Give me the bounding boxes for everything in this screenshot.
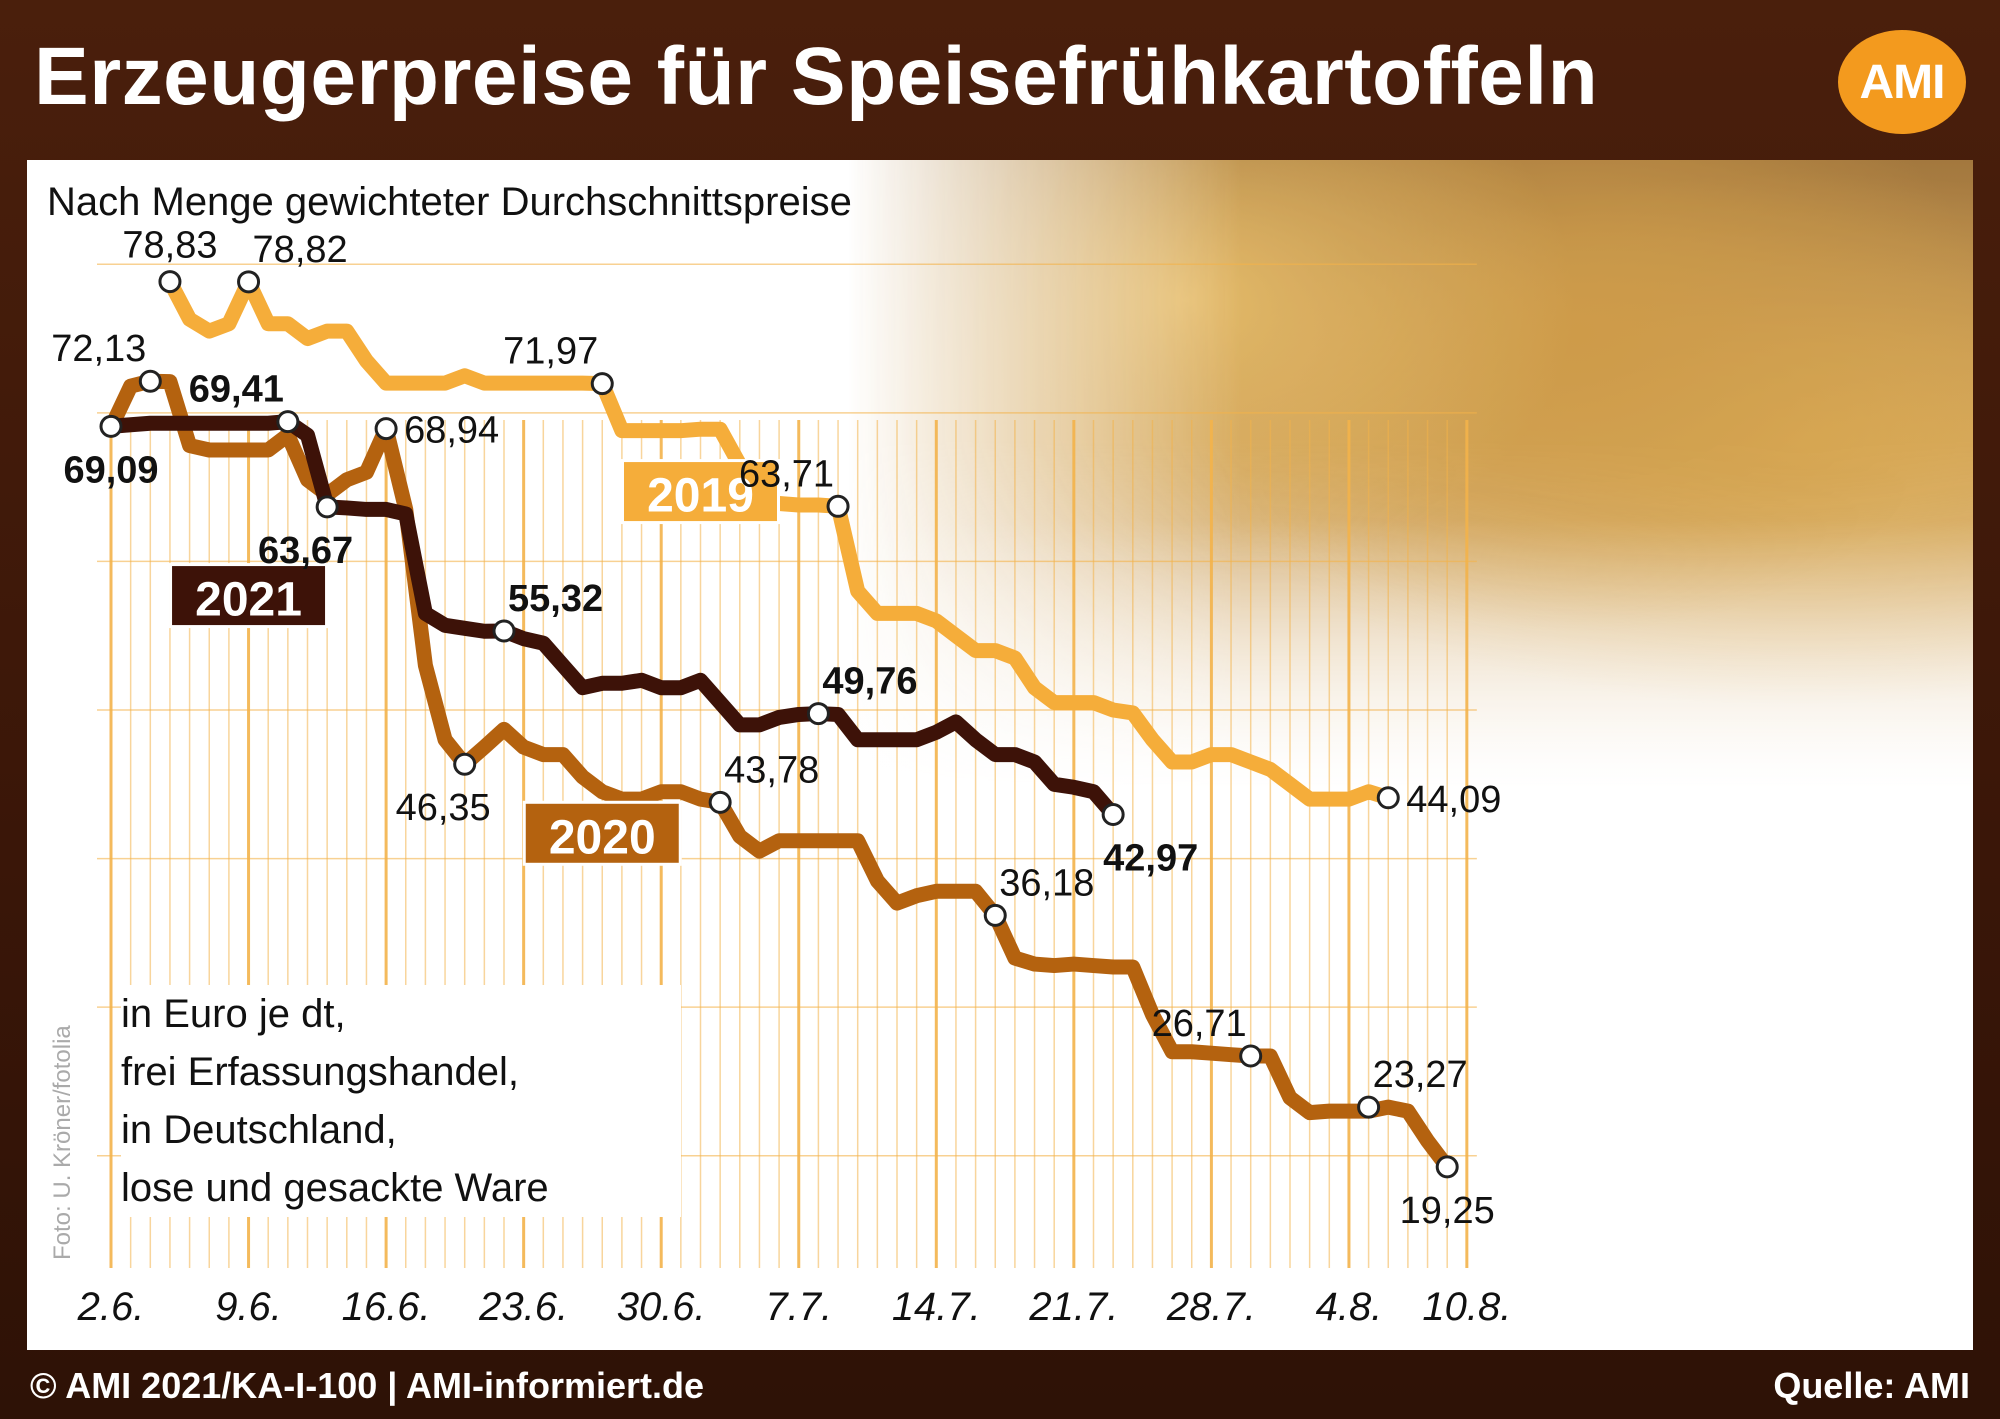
data-point-marker — [374, 417, 398, 441]
x-tick-label: 21.7. — [1028, 1285, 1118, 1329]
unit-note-line: lose und gesackte Ware — [121, 1166, 549, 1210]
series-year-box — [621, 459, 780, 525]
data-point-marker — [983, 903, 1007, 927]
footer-copyright: © AMI 2021/KA-I-100 | AMI-informiert.de — [30, 1365, 705, 1406]
data-point-marker — [276, 410, 300, 434]
x-axis-ticks: 2.6. 9.6. 16.6. 23.6. 30.6. 7.7. 14.7. 21.7. 28.… — [77, 1285, 1512, 1329]
x-tick-label: 2.6. — [77, 1285, 145, 1329]
data-value-label: 43,78 — [724, 749, 819, 791]
data-point-marker — [1435, 1155, 1459, 1179]
data-point-marker — [590, 372, 614, 396]
x-tick-label: 16.6. — [342, 1285, 431, 1329]
data-point-marker — [237, 270, 261, 294]
data-value-label: 36,18 — [999, 862, 1094, 904]
data-point-marker — [315, 495, 339, 519]
footer-source: Quelle: AMI — [1773, 1365, 1970, 1406]
data-value-label: 72,13 — [51, 328, 146, 370]
unit-note-line: frei Erfassungshandel, — [121, 1050, 520, 1094]
series-year-label: 2020 — [549, 811, 656, 864]
data-point-marker — [708, 790, 732, 814]
data-value-label: 26,71 — [1152, 1003, 1247, 1045]
data-value-label: 68,94 — [404, 410, 499, 452]
x-tick-label: 30.6. — [617, 1285, 706, 1329]
data-point-marker — [1239, 1044, 1263, 1068]
data-value-label: 46,35 — [396, 787, 491, 829]
data-value-label: 71,97 — [503, 331, 598, 373]
data-value-label: 78,82 — [253, 229, 348, 271]
x-tick-label: 4.8. — [1316, 1285, 1383, 1329]
x-tick-label: 9.6. — [215, 1285, 282, 1329]
unit-note-line: in Euro je dt, — [121, 992, 346, 1036]
data-value-label: 63,67 — [258, 530, 353, 572]
data-point-marker — [826, 494, 850, 518]
data-value-label: 69,41 — [189, 369, 284, 411]
data-value-label: 78,83 — [122, 225, 217, 267]
data-point-marker — [138, 369, 162, 393]
x-tick-label: 14.7. — [892, 1285, 981, 1329]
series-year-box — [522, 800, 682, 866]
data-value-label: 69,09 — [63, 449, 158, 491]
series-2019: 2019 78,83 78,82 71,97 63,71 44,09 — [122, 225, 1501, 821]
x-tick-label: 28.7. — [1166, 1285, 1256, 1329]
x-tick-label: 23.6. — [478, 1285, 568, 1329]
series-2020: 2020 72,13 68,94 46,35 43,78 36,18 26,71 23,27 1… — [51, 328, 1495, 1232]
data-value-label: 23,27 — [1373, 1054, 1468, 1096]
x-tick-label: 7.7. — [765, 1285, 832, 1329]
unit-note: in Euro je dt, frei Erfassungshandel, in… — [121, 985, 681, 1217]
chart-title: Erzeugerpreise für Speisefrühkartoffeln — [34, 31, 1599, 122]
chart-subtitle: Nach Menge gewichteter Durchschnittsprei… — [47, 180, 852, 224]
data-point-marker — [806, 702, 830, 726]
data-point-marker — [1357, 1095, 1381, 1119]
x-tick-label: 10.8. — [1422, 1285, 1511, 1329]
chart-panel: Nach Menge gewichteter Durchschnittsprei… — [27, 160, 1973, 1350]
ami-logo: AMI — [1838, 30, 1966, 134]
series-2021: 2021 69,09 69,41 63,67 55,32 49,76 42,97 — [63, 369, 1198, 880]
data-point-marker — [1101, 802, 1125, 826]
data-value-label: 63,71 — [739, 453, 834, 495]
data-value-label: 49,76 — [822, 661, 917, 703]
data-point-marker — [99, 414, 123, 438]
photo-credit: Foto: U. Kröner/fotolia — [49, 1025, 76, 1260]
data-point-marker — [492, 619, 516, 643]
data-value-label: 19,25 — [1400, 1190, 1495, 1232]
data-point-marker — [1376, 786, 1400, 810]
unit-note-line: in Deutschland, — [121, 1108, 397, 1152]
series-year-label: 2019 — [647, 470, 754, 523]
data-value-label: 55,32 — [508, 578, 603, 620]
data-point-marker — [453, 752, 477, 776]
series-layer: 2019 78,83 78,82 71,97 63,71 44,09 2020 72,13 68… — [51, 225, 1501, 1232]
series-line-2020 — [103, 373, 1455, 1175]
data-value-label: 44,09 — [1406, 779, 1501, 821]
series-year-box — [169, 563, 329, 629]
series-year-label: 2021 — [195, 574, 302, 627]
data-value-label: 42,97 — [1103, 837, 1198, 879]
data-point-marker — [158, 270, 182, 294]
